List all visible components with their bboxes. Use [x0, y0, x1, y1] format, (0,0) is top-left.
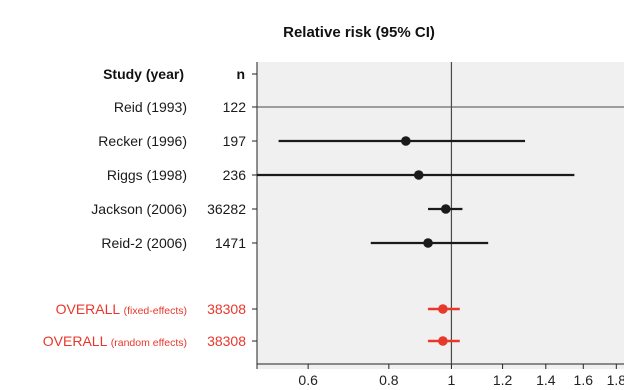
- x-tick-label: 1.6: [574, 372, 594, 388]
- x-tick-label: 1: [448, 372, 456, 388]
- estimate-point: [413, 170, 424, 180]
- study-column-header: Study (year): [103, 66, 184, 82]
- n-value: 236: [223, 167, 247, 183]
- x-tick-label: 0.6: [298, 372, 318, 388]
- estimate-point: [440, 204, 451, 214]
- n-value: 197: [223, 133, 247, 149]
- chart-title: Relative risk (95% CI): [283, 24, 435, 41]
- x-tick-label: 1.2: [493, 372, 513, 388]
- x-tick-label: 1.4: [536, 372, 556, 388]
- study-label: Recker (1996): [98, 133, 187, 149]
- n-column-header: n: [236, 66, 245, 82]
- overall-label: OVERALL (fixed-effects): [56, 301, 187, 317]
- n-value: 122: [223, 99, 247, 115]
- study-label: Reid (1993): [114, 99, 187, 115]
- estimate-point: [401, 136, 411, 146]
- study-label: Riggs (1998): [107, 167, 187, 183]
- overall-point: [438, 304, 448, 314]
- n-value: 38308: [207, 301, 246, 317]
- x-tick-label: 1.8: [607, 372, 624, 388]
- plot-panel: [257, 62, 624, 369]
- overall-label: OVERALL (random effects): [43, 333, 187, 349]
- n-value: 36282: [207, 201, 246, 217]
- study-label: Reid-2 (2006): [101, 235, 187, 251]
- study-label: Jackson (2006): [91, 201, 187, 217]
- n-value: 1471: [215, 235, 246, 251]
- estimate-point: [423, 238, 433, 248]
- x-tick-label: 0.8: [379, 372, 399, 388]
- overall-point: [438, 336, 448, 346]
- n-value: 38308: [207, 333, 246, 349]
